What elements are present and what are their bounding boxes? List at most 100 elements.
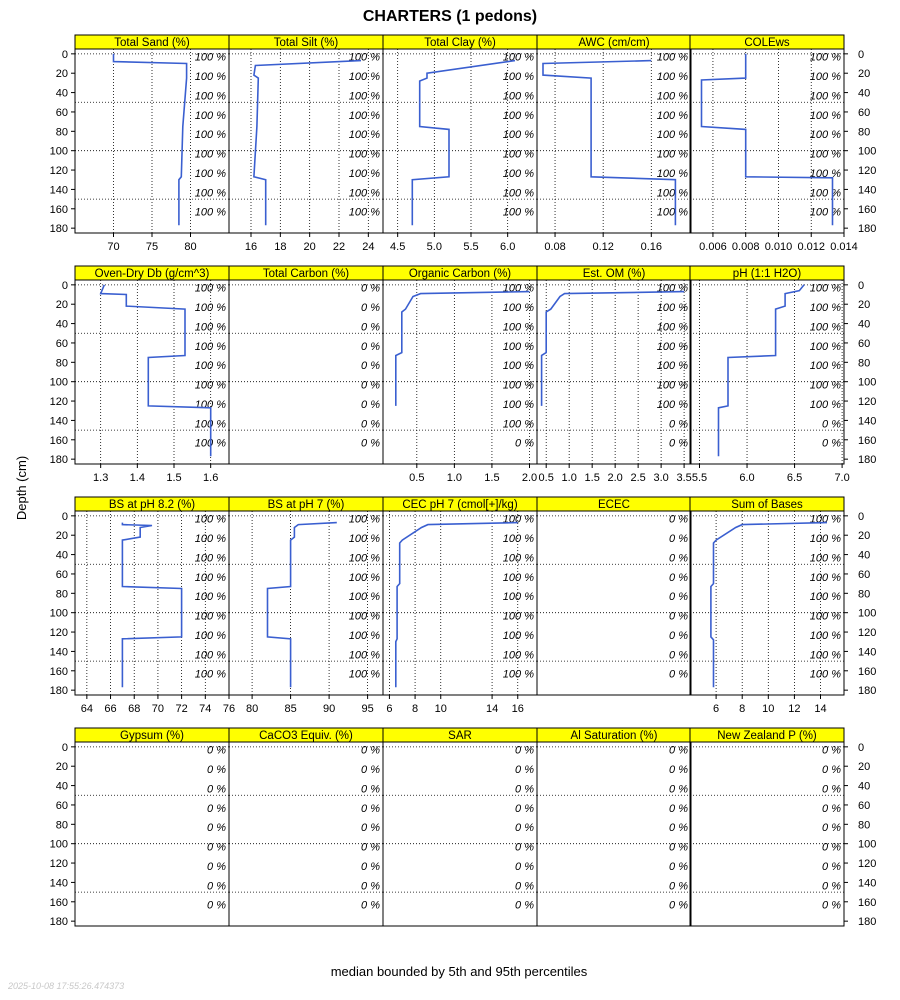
panel-strip-label: pH (1:1 H2O) [733,268,802,280]
depth-tick-label-right: 100 [858,377,876,389]
median-profile-line [112,53,188,226]
x-tick-label: 1.0 [562,472,577,484]
x-tick-label: 70 [107,241,119,253]
percent-label: 0 % [822,861,841,873]
percent-label: 100 % [195,533,226,545]
depth-tick-label-right: 140 [858,646,876,658]
median-profile-line [266,521,337,688]
percent-label: 0 % [361,438,380,450]
depth-tick-label-right: 0 [858,511,864,523]
percent-label: 0 % [669,649,688,661]
x-tick-label: 16 [245,241,257,253]
x-tick-label: 6.5 [787,472,802,484]
x-tick-label: 6 [713,703,719,715]
x-tick-label: 80 [246,703,258,715]
x-tick-label: 70 [152,703,164,715]
percent-label: 100 % [195,110,226,122]
percent-label: 0 % [669,438,688,450]
panel-strip-label: Sum of Bases [731,499,803,511]
panel-strip-label: Gypsum (%) [120,730,184,742]
percent-label: 100 % [810,552,841,564]
x-tick-label: 14 [486,703,498,715]
percent-label: 100 % [657,302,688,314]
panel: Est. OM (%) 100 % 100 % 100 % 100 % 100 % 100 … [536,265,692,484]
depth-tick-label-left: 160 [50,666,68,678]
depth-tick-label-left: 140 [50,184,68,196]
median-profile-line [394,290,530,406]
panel-border [536,48,692,234]
percent-label: 0 % [207,783,226,795]
depth-tick-label-left: 100 [50,146,68,158]
panel-border [74,741,230,927]
median-profile-line [710,521,828,688]
panel: COLEws 100 % 100 % 100 % 100 % 100 % 100 % 100 … [689,34,858,253]
x-tick-label: 0.012 [797,241,825,253]
depth-tick-label-left: 160 [50,435,68,447]
depth-tick-label-left: 20 [56,299,68,311]
x-tick-label: 4.5 [390,241,405,253]
percent-label: 100 % [657,110,688,122]
panel: pH (1:1 H2O) 100 % 100 % 100 % 100 % 100 % 100… [689,265,850,484]
x-tick-label: 2.5 [630,472,645,484]
x-tick-label: 0.5 [539,472,554,484]
depth-tick-label-left: 180 [50,685,68,697]
percent-label: 0 % [669,822,688,834]
depth-tick-label-left: 160 [50,897,68,909]
x-tick-label: 68 [128,703,140,715]
percent-label: 100 % [503,341,534,353]
percent-label: 0 % [669,842,688,854]
x-tick-label: 0.006 [699,241,727,253]
x-tick-label: 1.5 [166,472,181,484]
percent-label: 0 % [515,438,534,450]
depth-tick-label-left: 40 [56,88,68,100]
percent-label: 100 % [503,207,534,219]
percent-label: 100 % [657,360,688,372]
depth-tick-label-left: 80 [56,126,68,138]
percent-label: 100 % [349,649,380,661]
percent-label: 100 % [503,611,534,623]
percent-label: 0 % [361,764,380,776]
percent-label: 100 % [810,341,841,353]
percent-label: 0 % [669,880,688,892]
depth-tick-label-right: 40 [858,319,870,331]
percent-label: 100 % [195,360,226,372]
percent-label: 100 % [503,110,534,122]
depth-axis-row: 0 0 20 20 40 40 60 60 80 80 100 100 120 120 140 140 160 1… [50,280,877,466]
percent-label: 100 % [657,399,688,411]
percent-label: 0 % [361,321,380,333]
x-tick-label: 8 [739,703,745,715]
percent-label: 100 % [810,110,841,122]
depth-tick-label-right: 120 [858,396,876,408]
depth-tick-label-right: 60 [858,569,870,581]
x-tick-label: 80 [184,241,196,253]
percent-label: 100 % [349,90,380,102]
x-tick-label: 0.008 [732,241,760,253]
percent-label: 100 % [195,149,226,161]
depth-axis-row: 0 0 20 20 40 40 60 60 80 80 100 100 120 120 140 140 160 1… [50,49,877,235]
percent-label: 100 % [349,129,380,141]
percent-label: 0 % [361,380,380,392]
percent-label: 100 % [349,630,380,642]
percent-label: 100 % [195,90,226,102]
percent-label: 100 % [810,52,841,64]
x-tick-label: 1.6 [203,472,218,484]
percent-label: 0 % [361,360,380,372]
depth-tick-label-right: 140 [858,184,876,196]
percent-label: 0 % [361,822,380,834]
percent-label: 100 % [503,649,534,661]
percent-label: 0 % [669,572,688,584]
x-tick-label: 0.12 [592,241,613,253]
depth-tick-label-right: 80 [858,819,870,831]
panel-strip-label: Organic Carbon (%) [409,268,511,280]
panel-border [689,510,845,696]
percent-label: 100 % [503,90,534,102]
panel: Sum of Bases 100 % 100 % 100 % 100 % 100 % 100… [689,496,845,715]
percent-label: 0 % [207,880,226,892]
percent-label: 100 % [810,283,841,295]
depth-tick-label-right: 120 [858,627,876,639]
percent-label: 100 % [810,380,841,392]
depth-axis-row: 0 0 20 20 40 40 60 60 80 80 100 100 120 120 140 140 160 1… [50,511,877,697]
percent-label: 100 % [195,514,226,526]
panel: Total Sand (%) 100 % 100 % 100 % 100 % 100 % 1… [74,34,230,253]
